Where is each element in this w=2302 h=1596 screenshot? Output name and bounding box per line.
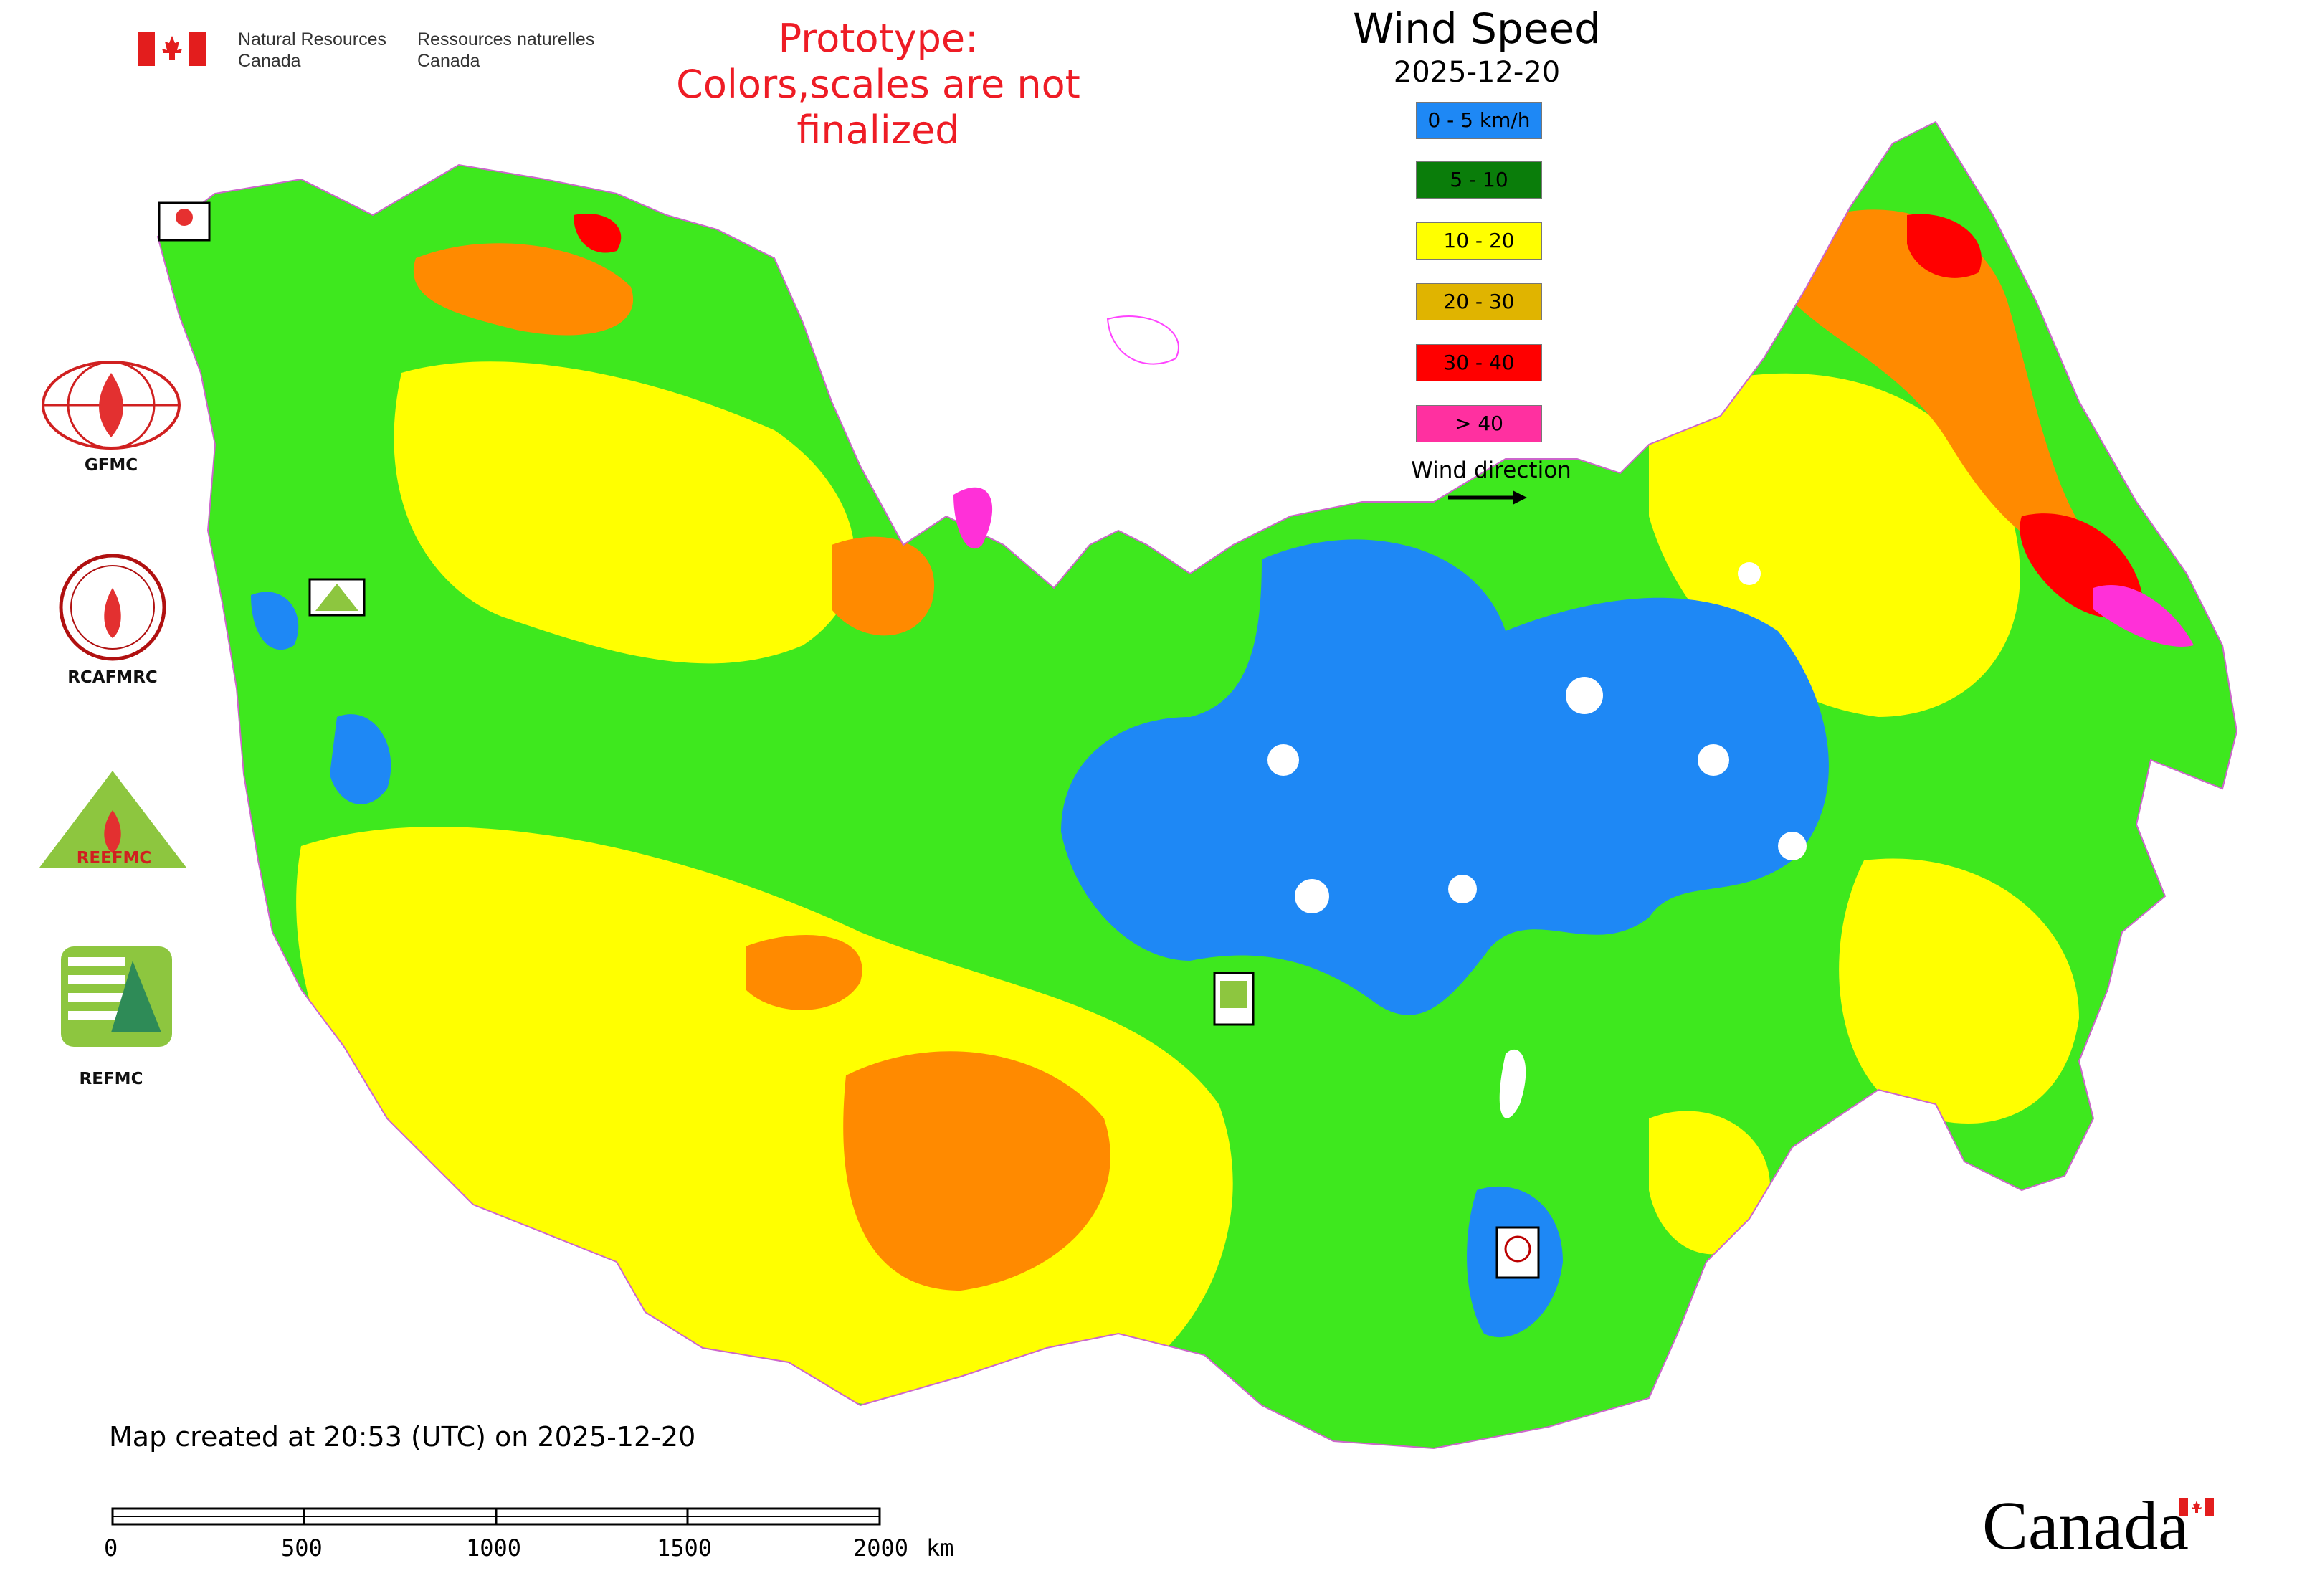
prototype-line2: Colors,scales are not finalized (676, 62, 1080, 153)
rcafmrc-logo-icon (59, 554, 166, 661)
legend-item-strong: 30 - 40 (1416, 344, 1542, 381)
marker-reefmc (308, 578, 366, 617)
legend-item-moderate: 10 - 20 (1416, 222, 1542, 260)
zone-fresh-kazakh (843, 1051, 1110, 1291)
reefmc-label: REEFMC (76, 849, 152, 868)
gfmc-logo-icon (42, 361, 181, 450)
zone-calm-west (251, 592, 299, 650)
agency-fr-line2: Canada (417, 51, 480, 71)
wind-direction-label: Wind direction (1411, 457, 1571, 483)
canada-wordmark: Canada (1982, 1487, 2189, 1564)
marker-rcafmrc (1495, 1226, 1540, 1279)
island-franz-josef (1106, 315, 1179, 365)
legend-item-fresh: 20 - 30 (1416, 283, 1542, 320)
agency-name-fr: Ressources naturelles Canada (417, 29, 594, 72)
scale-unit-label: km (926, 1534, 954, 1562)
agency-name-en: Natural Resources Canada (238, 29, 386, 72)
reefmc-logo-icon (39, 771, 186, 868)
zone-calm-siberia (1061, 539, 1829, 1015)
island-novaya-zemlya (953, 487, 993, 549)
legend-item-calm: 0 - 5 km/h (1416, 102, 1542, 139)
gfmc-label: GFMC (84, 456, 138, 475)
refmc-label: REFMC (79, 1070, 143, 1088)
legend-item-light: 5 - 10 (1416, 161, 1542, 199)
prototype-line1: Prototype: (778, 16, 979, 61)
zone-fresh-pechora (832, 536, 935, 636)
scale-bar (111, 1507, 881, 1526)
canada-flag-icon (2179, 1498, 2214, 1516)
zone-fresh-kamchatka (1792, 209, 2093, 553)
zone-fresh-fennoscandia (413, 243, 634, 336)
map-created-note: Map created at 20:53 (UTC) on 2025-12-20 (109, 1421, 696, 1453)
zone-gale-kamchatka (2093, 585, 2194, 647)
legend-label: 5 - 10 (1450, 168, 1508, 191)
scale-tick-label: 2000 (853, 1534, 909, 1562)
canada-flag-icon (138, 32, 206, 66)
refmc-logo-icon (61, 946, 172, 1047)
legend-label: 10 - 20 (1443, 229, 1515, 252)
marker-gfmc (158, 201, 211, 242)
zone-strong-chukotka (1907, 214, 1982, 278)
map-title: Wind Speed (1352, 4, 1602, 53)
zone-fresh-steppe (746, 935, 862, 1010)
scale-tick-label: 0 (104, 1534, 118, 1562)
scale-tick-label: 1000 (466, 1534, 522, 1562)
legend-item-gale: > 40 (1416, 405, 1542, 442)
legend-label: 0 - 5 km/h (1427, 108, 1531, 132)
legend-label: > 40 (1455, 412, 1503, 435)
zone-strong-kola (574, 214, 622, 253)
zone-calm-baltic (330, 714, 391, 804)
agency-fr-line1: Ressources naturelles (417, 29, 595, 49)
marker-refmc (1213, 972, 1255, 1026)
map-date: 2025-12-20 (1393, 56, 1561, 89)
scale-tick-label: 1500 (657, 1534, 713, 1562)
zone-moderate-pacific (1839, 858, 2079, 1124)
legend-label: 30 - 40 (1443, 351, 1515, 374)
agency-en-line2: Canada (238, 51, 301, 71)
agency-en-line1: Natural Resources (238, 29, 387, 49)
prototype-note: Prototype: Colors,scales are not finaliz… (645, 16, 1111, 153)
right-arrow-icon (1448, 490, 1527, 505)
zone-moderate-north (394, 361, 855, 664)
legend-label: 20 - 30 (1443, 290, 1515, 313)
rcafmrc-label: RCAFMRC (67, 668, 158, 687)
scale-tick-label: 500 (281, 1534, 323, 1562)
zone-moderate-far-south (1649, 1111, 1771, 1255)
